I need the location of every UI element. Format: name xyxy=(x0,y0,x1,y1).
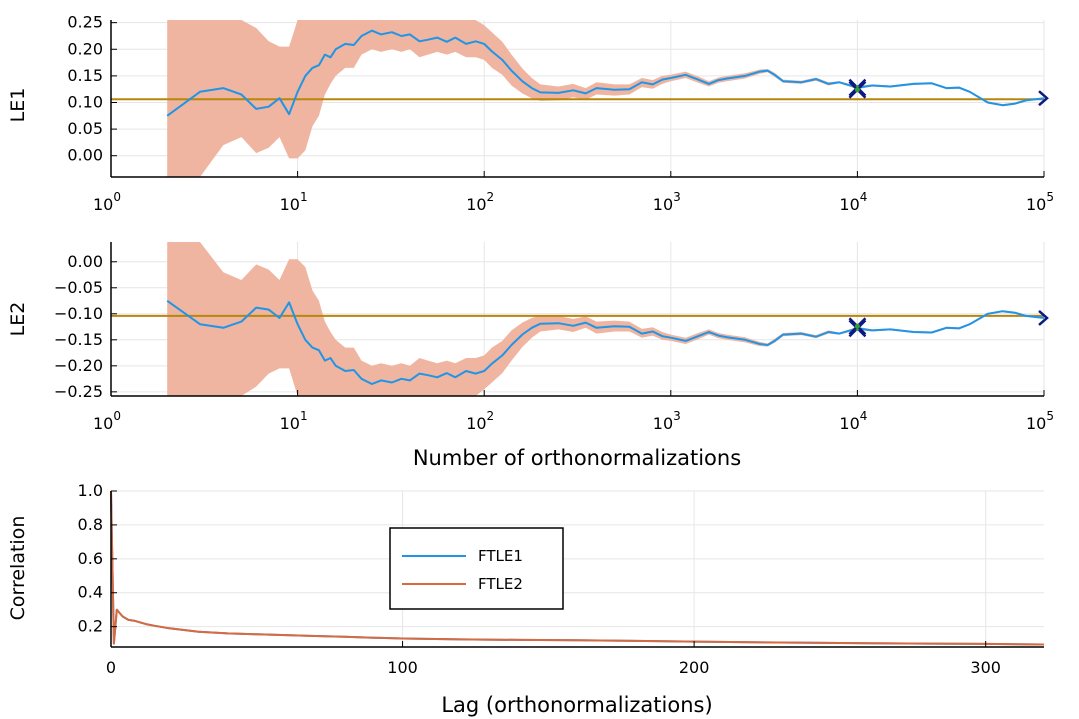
y-tick-label: −0.15 xyxy=(54,330,103,349)
x-tick-label: 105 xyxy=(1026,409,1054,433)
x-tick-label: 104 xyxy=(839,409,867,433)
x-tick-label: 100 xyxy=(93,409,121,433)
y-tick-label: 0.2 xyxy=(78,617,103,636)
x-tick-label: 100 xyxy=(387,658,418,677)
x-tick-label: 105 xyxy=(1026,190,1054,214)
y-tick-label: −0.05 xyxy=(54,278,103,297)
legend-label-ftle1: FTLE1 xyxy=(478,547,523,565)
correlation-axes: 1.0 0.8 0.6 0.4 0.2 0 100 200 300 xyxy=(78,481,1044,677)
correlation-lines xyxy=(110,490,1045,646)
uncertainty-band xyxy=(167,242,1044,396)
le1-axes: 0.25 0.20 0.15 0.10 0.05 0.00 100 101 102 103 104 1… xyxy=(67,13,1054,214)
x-tick-label: 101 xyxy=(280,409,308,433)
legend-label-ftle2: FTLE2 xyxy=(478,575,523,593)
x-tick-label: 200 xyxy=(679,658,710,677)
y-tick-label: 0.15 xyxy=(67,66,103,85)
y-tick-label: 0.4 xyxy=(78,583,103,602)
x-tick-label: 102 xyxy=(466,409,494,433)
y-tick-label: 0.05 xyxy=(67,119,103,138)
x-tick-label: 101 xyxy=(280,190,308,214)
x-marker xyxy=(848,317,867,336)
x-tick-label: 300 xyxy=(970,658,1001,677)
uncertainty-band xyxy=(167,20,1044,177)
y-tick-label: 0.10 xyxy=(67,92,103,111)
y-tick-label: 0.20 xyxy=(67,39,103,58)
y-tick-label: 0.6 xyxy=(78,549,103,568)
x-tick-label: 0 xyxy=(106,658,116,677)
y-tick-label: −0.25 xyxy=(54,382,103,401)
le2-band xyxy=(167,242,1044,396)
le2-axes: 0.00 −0.05 −0.10 −0.15 −0.20 −0.25 100 101 102 10… xyxy=(54,242,1054,433)
le2-markers xyxy=(848,310,1049,338)
legend-box xyxy=(389,527,564,610)
le1-markers xyxy=(848,78,1049,107)
series-line-ftle2 xyxy=(110,490,1045,646)
correlation-x-axis-label: Lag (orthonormalizations) xyxy=(441,693,712,717)
le1-y-axis-label: LE1 xyxy=(7,88,29,123)
y-tick-label: −0.20 xyxy=(54,356,103,375)
x-marker xyxy=(848,80,867,99)
le2-y-axis-label: LE2 xyxy=(7,302,29,337)
le2-x-axis-label: Number of orthonormalizations xyxy=(413,446,741,470)
y-tick-label: 0.00 xyxy=(67,146,103,165)
y-tick-label: −0.10 xyxy=(54,304,103,323)
legend: FTLE1 FTLE2 xyxy=(389,527,564,610)
correlation-panel: 1.0 0.8 0.6 0.4 0.2 0 100 200 300 Correlation La… xyxy=(7,481,1045,717)
y-tick-label: 1.0 xyxy=(78,481,103,500)
correlation-grid xyxy=(110,490,1044,647)
series-line-ftle1 xyxy=(110,490,1045,646)
arrow-marker xyxy=(1038,90,1049,107)
x-tick-label: 103 xyxy=(653,190,681,214)
le2-panel: 0.00 −0.05 −0.10 −0.15 −0.20 −0.25 100 101 102 10… xyxy=(7,242,1054,470)
y-tick-label: 0.25 xyxy=(67,13,103,32)
correlation-y-axis-label: Correlation xyxy=(7,516,29,621)
x-tick-label: 103 xyxy=(653,409,681,433)
x-tick-label: 104 xyxy=(839,190,867,214)
le1-panel: 0.25 0.20 0.15 0.10 0.05 0.00 100 101 102 103 104 1… xyxy=(7,13,1054,214)
y-tick-label: 0.00 xyxy=(67,252,103,271)
le1-band xyxy=(167,20,1044,177)
arrow-marker xyxy=(1038,310,1049,326)
x-tick-label: 102 xyxy=(466,190,494,214)
y-tick-label: 0.8 xyxy=(78,515,103,534)
x-tick-label: 100 xyxy=(93,190,121,214)
